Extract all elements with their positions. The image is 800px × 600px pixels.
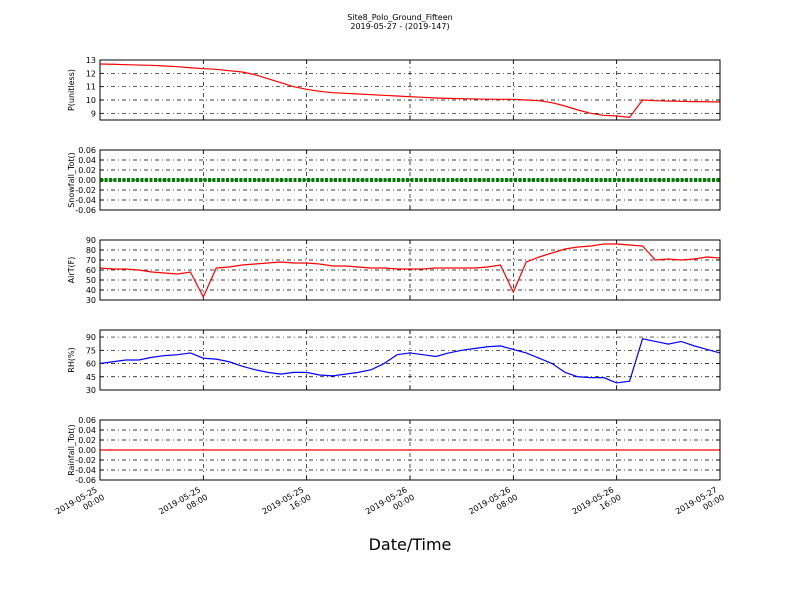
- y-tick-label: 10: [86, 96, 96, 105]
- y-axis-label: AirT(F): [67, 257, 76, 284]
- y-tick-label: 30: [86, 296, 96, 305]
- series-group: [100, 63, 720, 118]
- y-tick-label: 0.04: [78, 426, 96, 435]
- plot-frame: [99, 329, 721, 391]
- y-tick-label: 40: [86, 286, 96, 295]
- y-tick-label: 0.00: [78, 176, 96, 185]
- chart-title: Site8_Polo_Ground_Fifteen: [347, 13, 452, 22]
- y-tick-label: 45: [86, 373, 96, 382]
- y-tick-label: 50: [86, 276, 96, 285]
- y-tick-label: 13: [86, 56, 96, 65]
- y-tick-label: -0.04: [75, 466, 96, 475]
- x-axis-label: Date/Time: [369, 535, 452, 554]
- y-tick-label: 80: [86, 246, 96, 255]
- plot-frame: [99, 419, 721, 481]
- y-tick-label: -0.02: [75, 186, 96, 195]
- y-tick-label: 75: [86, 346, 96, 355]
- y-tick-label: 9: [91, 109, 96, 118]
- series-group: [100, 243, 720, 299]
- plot-frame: [99, 149, 721, 211]
- y-tick-label: 0.06: [78, 416, 96, 425]
- y-tick-label: -0.02: [75, 456, 96, 465]
- y-tick-label: 60: [86, 266, 96, 275]
- y-axis-label: P(unitless): [67, 69, 76, 111]
- y-axis-label: Snowfall_Tot(): [67, 152, 76, 208]
- y-tick-label: 0.04: [78, 156, 96, 165]
- y-tick-label: 11: [86, 83, 96, 92]
- plot-frame: [99, 59, 721, 121]
- y-tick-label: -0.04: [75, 196, 96, 205]
- y-tick-label: 30: [86, 386, 96, 395]
- chart-subtitle: 2019-05-27 - (2019-147): [350, 22, 449, 31]
- y-tick-label: -0.06: [75, 476, 96, 485]
- data-line: [100, 243, 720, 299]
- y-tick-label: 0.02: [78, 166, 96, 175]
- plot-frame: [99, 239, 721, 301]
- y-tick-label: -0.06: [75, 206, 96, 215]
- y-tick-label: 0.00: [78, 446, 96, 455]
- y-tick-label: 0.06: [78, 146, 96, 155]
- y-tick-label: 12: [86, 69, 96, 78]
- y-axis-label: RH(%): [67, 347, 76, 372]
- y-axis-label: Rainfall_Tot(): [67, 424, 76, 476]
- data-line: [100, 63, 720, 118]
- data-line: [100, 338, 720, 384]
- series-group: [100, 338, 720, 384]
- y-tick-label: 90: [86, 333, 96, 342]
- y-tick-label: 70: [86, 256, 96, 265]
- y-tick-label: 0.02: [78, 436, 96, 445]
- y-tick-label: 90: [86, 236, 96, 245]
- y-tick-label: 60: [86, 360, 96, 369]
